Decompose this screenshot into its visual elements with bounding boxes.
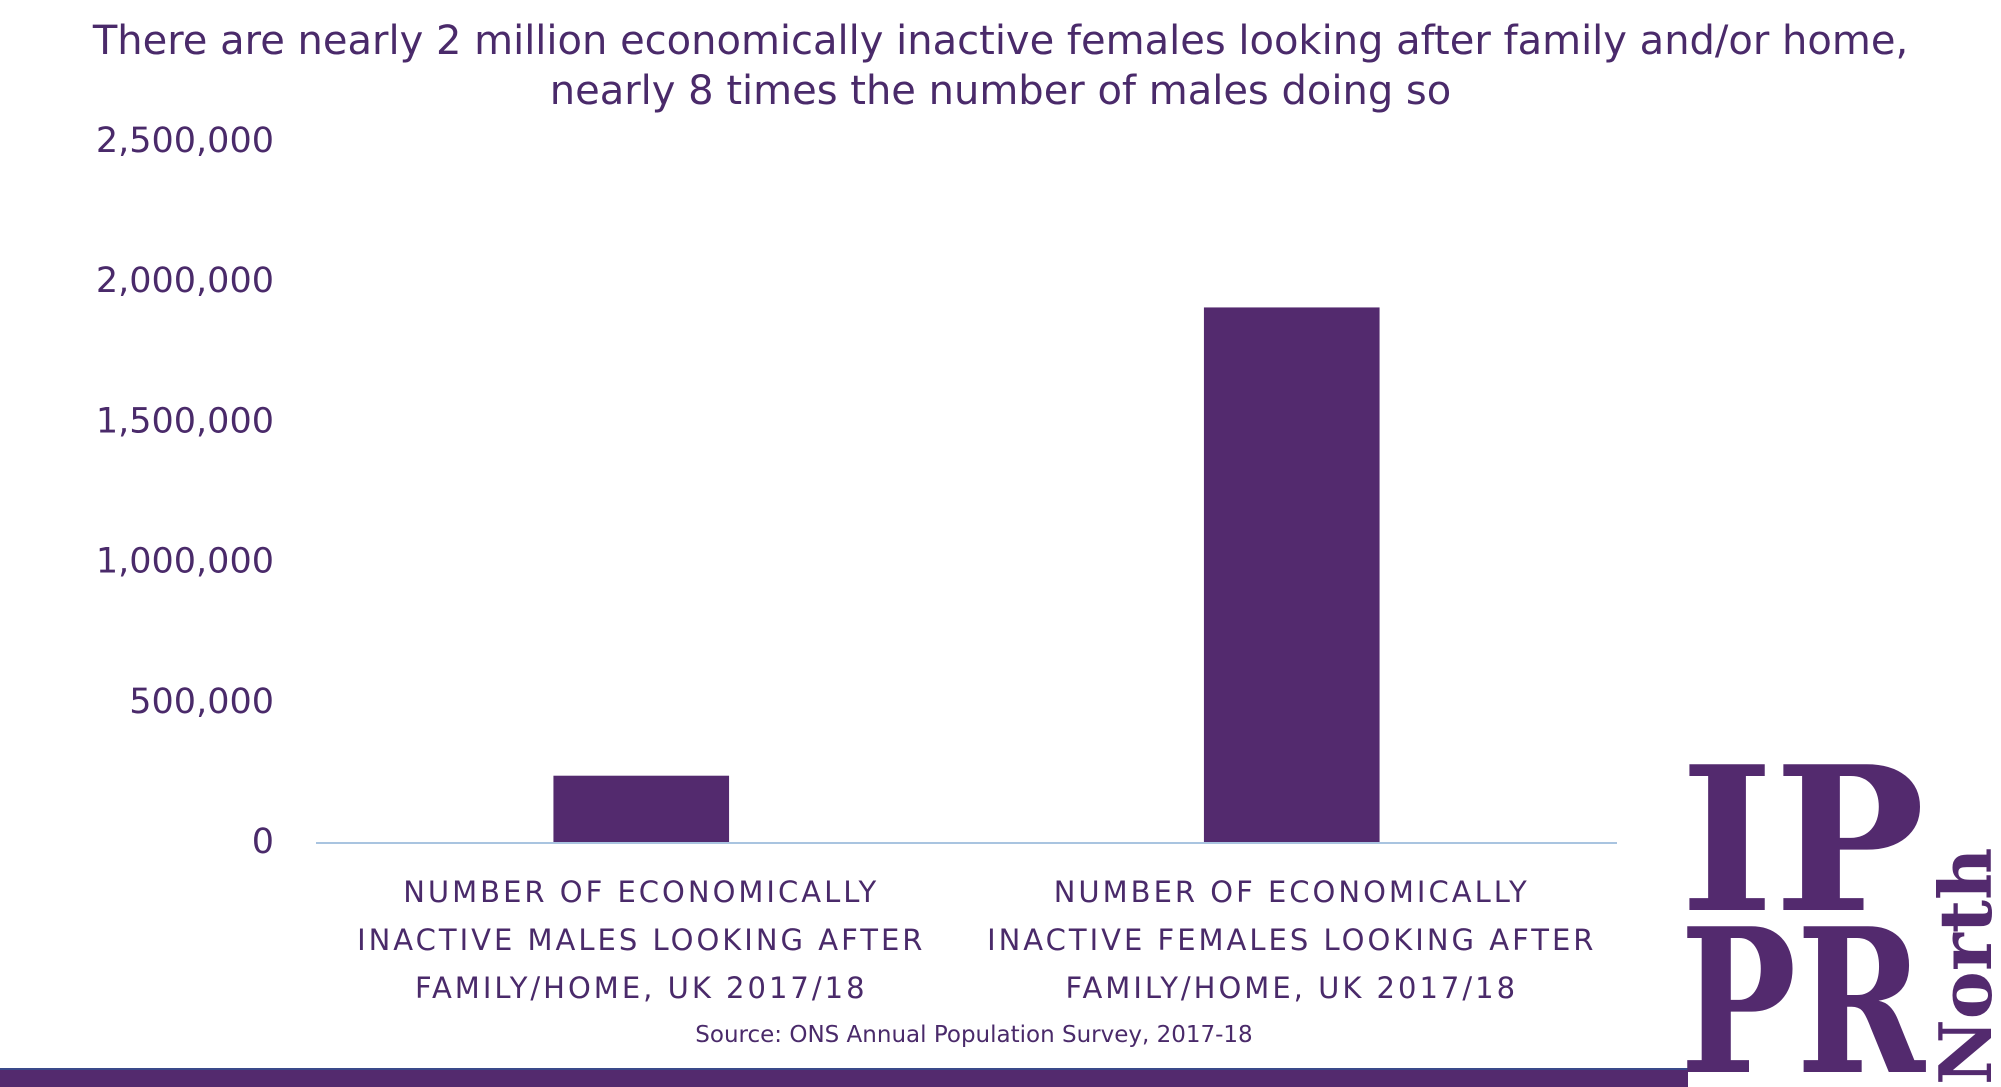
y-tick-label: 1,000,000 bbox=[96, 542, 274, 582]
bar bbox=[1203, 307, 1380, 843]
logo-text: PR bbox=[1680, 885, 1926, 1087]
title-line: nearly 8 times the number of males doing… bbox=[549, 68, 1452, 114]
logo-text: IP bbox=[1680, 723, 1925, 958]
y-tick-label: 0 bbox=[252, 822, 274, 862]
footer-line bbox=[0, 1068, 1688, 1070]
footer-band bbox=[0, 1070, 1688, 1087]
title-line: There are nearly 2 million economically … bbox=[92, 18, 1909, 64]
y-tick-label: 500,000 bbox=[129, 682, 274, 722]
y-tick-label: 2,000,000 bbox=[96, 261, 274, 301]
source: Source: ONS Annual Population Survey, 20… bbox=[695, 1022, 1253, 1048]
x-tick-label: NUMBER OF ECONOMICALLY INACTIVE FEMALES … bbox=[987, 875, 1597, 1005]
bar bbox=[553, 775, 730, 843]
y-tick-label: 1,500,000 bbox=[96, 401, 274, 441]
y-tick-label: 2,500,000 bbox=[96, 121, 274, 161]
logo-text: North bbox=[1923, 848, 2001, 1085]
chart-title: There are nearly 2 million economically … bbox=[0, 16, 2001, 116]
logo: IP PR North bbox=[1680, 723, 2001, 1087]
x-tick-label: NUMBER OF ECONOMICALLY INACTIVE MALES LO… bbox=[357, 875, 926, 1005]
